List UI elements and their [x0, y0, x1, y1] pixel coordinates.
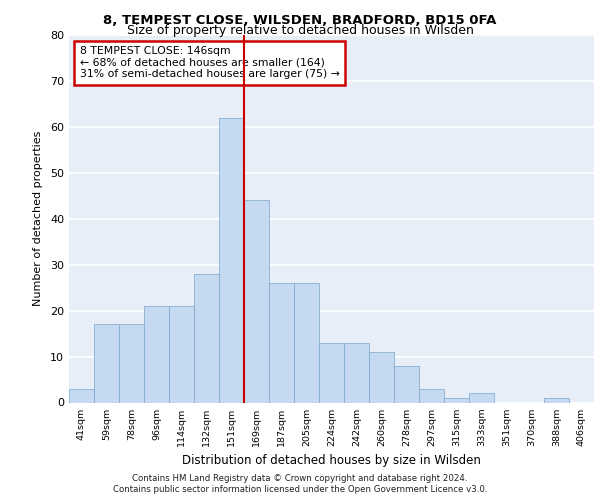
Y-axis label: Number of detached properties: Number of detached properties: [33, 131, 43, 306]
Bar: [169, 306, 194, 402]
Bar: [269, 283, 294, 403]
Bar: [394, 366, 419, 403]
Bar: [544, 398, 569, 402]
Bar: [344, 343, 369, 402]
Bar: [294, 283, 319, 403]
Text: 8, TEMPEST CLOSE, WILSDEN, BRADFORD, BD15 0FA: 8, TEMPEST CLOSE, WILSDEN, BRADFORD, BD1…: [103, 14, 497, 27]
Text: Contains HM Land Registry data © Crown copyright and database right 2024.
Contai: Contains HM Land Registry data © Crown c…: [113, 474, 487, 494]
Bar: [419, 388, 444, 402]
Bar: [444, 398, 469, 402]
Bar: [144, 306, 169, 402]
Bar: [69, 388, 94, 402]
Bar: [369, 352, 394, 403]
Bar: [244, 200, 269, 402]
X-axis label: Distribution of detached houses by size in Wilsden: Distribution of detached houses by size …: [182, 454, 481, 468]
Bar: [94, 324, 119, 402]
Bar: [319, 343, 344, 402]
Bar: [194, 274, 219, 402]
Text: 8 TEMPEST CLOSE: 146sqm
← 68% of detached houses are smaller (164)
31% of semi-d: 8 TEMPEST CLOSE: 146sqm ← 68% of detache…: [79, 46, 340, 79]
Bar: [219, 118, 244, 403]
Bar: [119, 324, 144, 402]
Text: Size of property relative to detached houses in Wilsden: Size of property relative to detached ho…: [127, 24, 473, 37]
Bar: [469, 394, 494, 402]
